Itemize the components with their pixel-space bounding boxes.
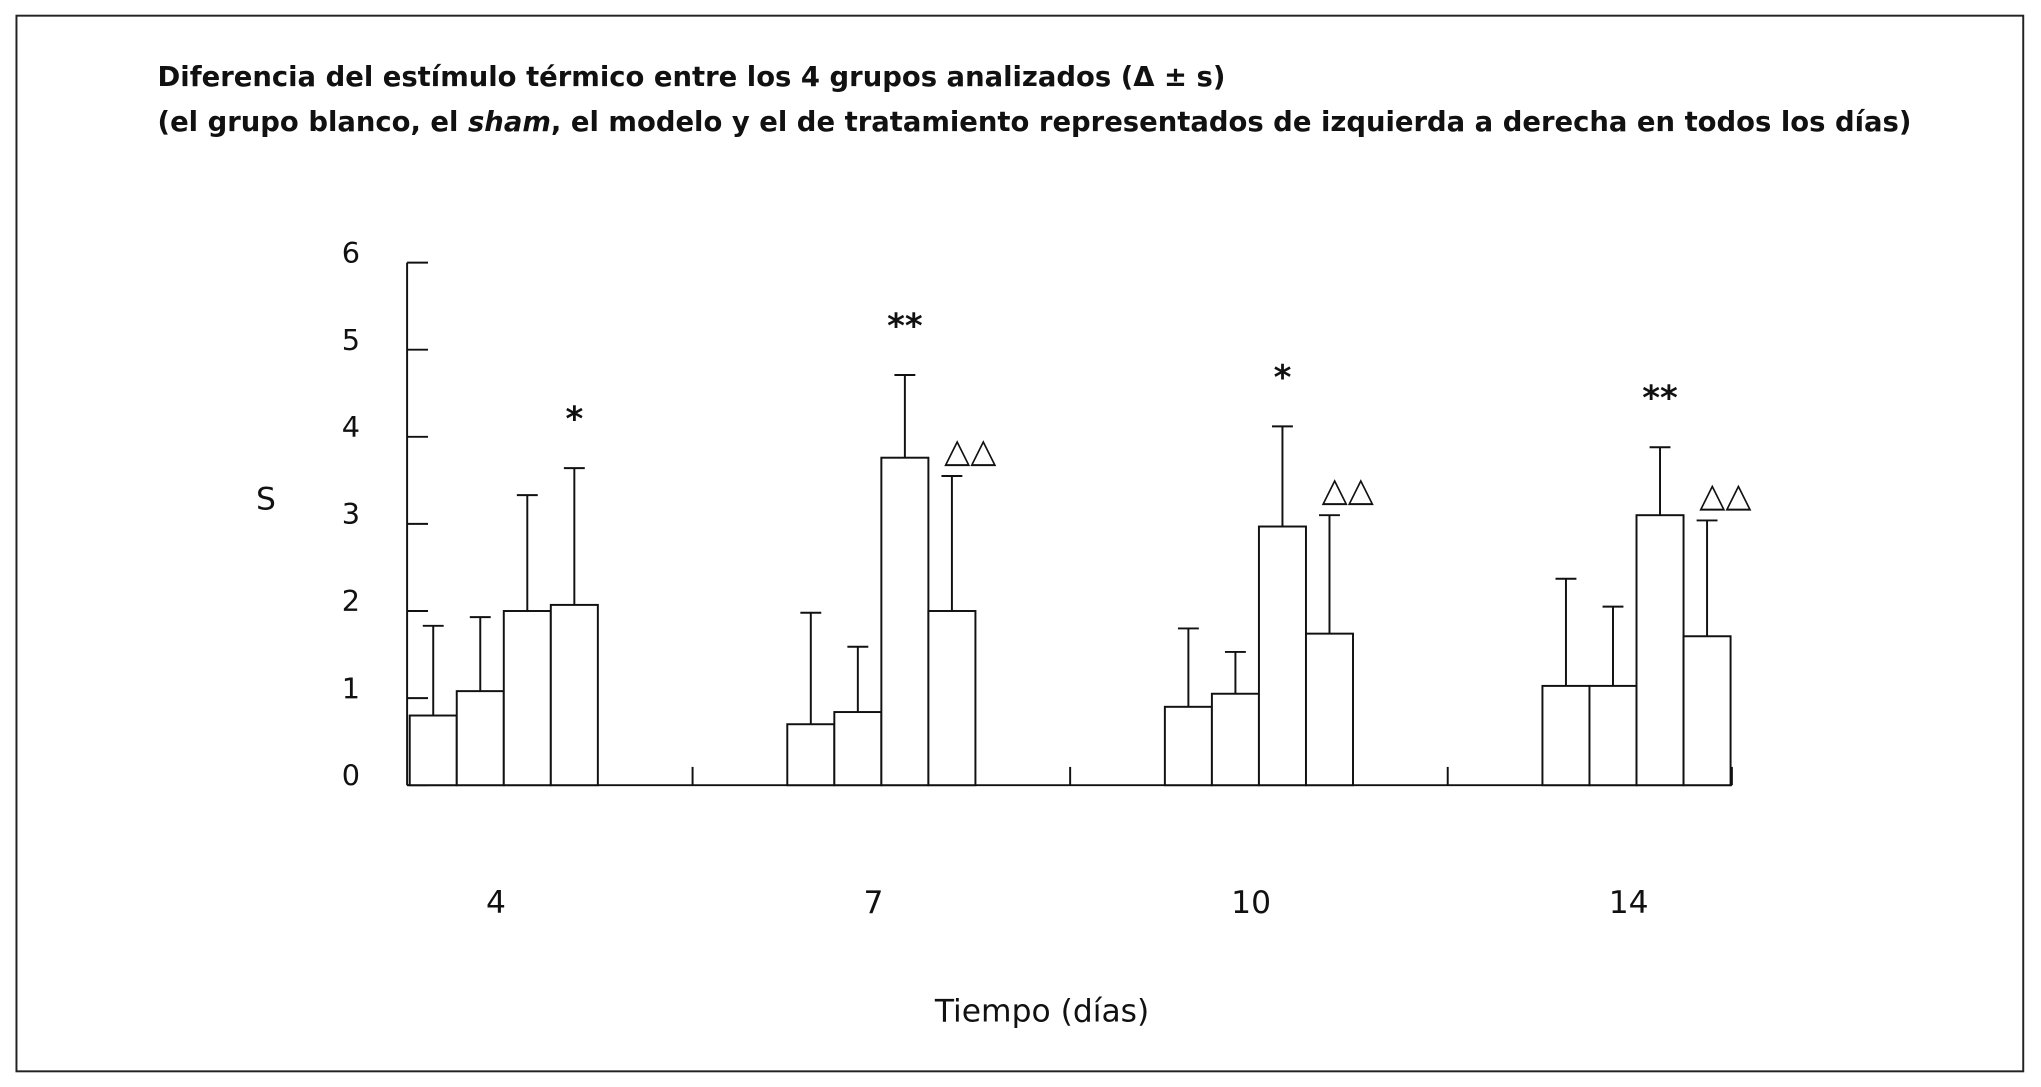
x-tick-label: 4: [486, 885, 506, 921]
x-tick-label: 14: [1609, 885, 1649, 921]
annotation: △△: [1322, 470, 1375, 510]
bar: [1635, 514, 1685, 787]
y-tick-label: 4: [342, 410, 360, 444]
annotation: △△: [1699, 475, 1752, 515]
bar: [1682, 635, 1732, 787]
y-tick-label: 5: [342, 323, 360, 357]
annotation: *: [565, 400, 583, 440]
y-tick-label: 2: [342, 584, 360, 618]
bar: [1210, 692, 1260, 787]
subtitle-part: , el modelo y el de tratamiento represen…: [551, 106, 1911, 137]
bar: [1304, 632, 1354, 787]
bar: [549, 603, 599, 787]
bar: [1541, 684, 1591, 787]
bar: [927, 610, 977, 787]
bar: [408, 714, 458, 787]
bar: [880, 456, 930, 787]
x-tick-label: 7: [864, 885, 884, 921]
chart-title: Diferencia del estímulo térmico entre lo…: [158, 62, 1226, 93]
bar: [786, 723, 836, 787]
bar: [1257, 525, 1307, 787]
x-tick-label: 10: [1231, 885, 1271, 921]
bar: [1588, 684, 1638, 787]
subtitle-part: sham: [468, 106, 551, 137]
y-tick-label: 3: [342, 497, 360, 531]
annotation: **: [887, 306, 923, 346]
frame: [15, 14, 2025, 1073]
x-axis-label: Tiempo (días): [934, 994, 1149, 1030]
bar: [455, 690, 505, 787]
bar: [1163, 705, 1213, 787]
annotation: △△: [944, 431, 997, 471]
y-axis-label: S: [256, 481, 276, 517]
y-tick-label: 6: [342, 236, 360, 270]
chart-subtitle: (el grupo blanco, el sham, el modelo y e…: [158, 106, 1912, 137]
annotation: **: [1642, 379, 1678, 419]
y-tick-label: 0: [342, 758, 360, 792]
bar: [833, 711, 883, 787]
subtitle-part: (el grupo blanco, el: [158, 106, 468, 137]
bar: [502, 610, 552, 787]
y-tick-label: 1: [342, 671, 360, 705]
annotation: *: [1274, 358, 1292, 398]
